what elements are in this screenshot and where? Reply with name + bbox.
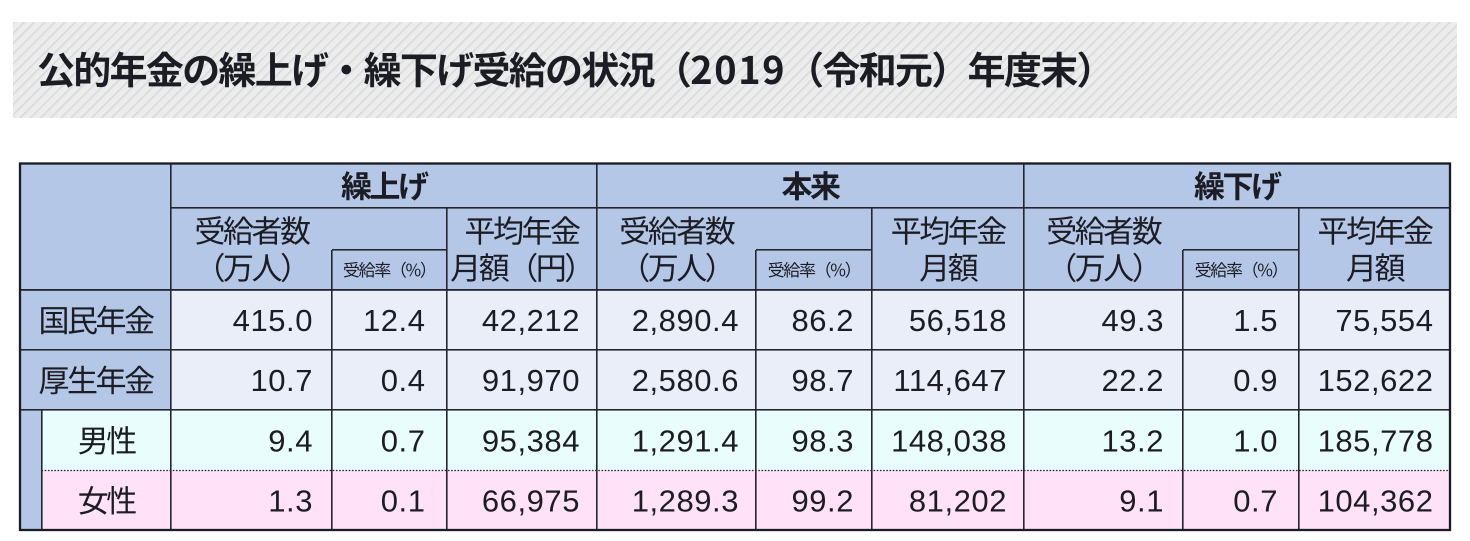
svg-text:13.2: 13.2 xyxy=(1101,423,1164,458)
svg-text:99.2: 99.2 xyxy=(791,483,854,518)
svg-text:1.0: 1.0 xyxy=(1233,423,1278,458)
svg-text:22.2: 22.2 xyxy=(1101,363,1164,398)
svg-text:66,975: 66,975 xyxy=(482,483,580,518)
svg-text:98.7: 98.7 xyxy=(791,363,854,398)
svg-text:152,622: 152,622 xyxy=(1318,363,1434,398)
svg-text:42,212: 42,212 xyxy=(482,303,580,338)
svg-text:185,778: 185,778 xyxy=(1318,423,1434,458)
svg-text:86.2: 86.2 xyxy=(791,303,854,338)
svg-text:10.7: 10.7 xyxy=(250,363,313,398)
svg-text:2,580.6: 2,580.6 xyxy=(632,363,739,398)
svg-text:1,291.4: 1,291.4 xyxy=(632,423,739,458)
svg-text:104,362: 104,362 xyxy=(1318,483,1434,518)
svg-text:148,038: 148,038 xyxy=(891,423,1007,458)
svg-text:98.3: 98.3 xyxy=(791,423,854,458)
svg-text:9.4: 9.4 xyxy=(268,423,313,458)
svg-text:49.3: 49.3 xyxy=(1101,303,1164,338)
svg-text:75,554: 75,554 xyxy=(1335,303,1433,338)
svg-text:1,289.3: 1,289.3 xyxy=(632,483,739,518)
svg-text:114,647: 114,647 xyxy=(893,363,1007,398)
svg-text:0.1: 0.1 xyxy=(381,483,426,518)
svg-text:1.5: 1.5 xyxy=(1233,303,1278,338)
svg-text:0.7: 0.7 xyxy=(1233,483,1278,518)
svg-text:12.4: 12.4 xyxy=(363,303,426,338)
svg-text:91,970: 91,970 xyxy=(482,363,580,398)
svg-text:56,518: 56,518 xyxy=(909,303,1007,338)
svg-text:0.4: 0.4 xyxy=(381,363,426,398)
svg-text:0.9: 0.9 xyxy=(1233,363,1278,398)
svg-text:2,890.4: 2,890.4 xyxy=(632,303,739,338)
svg-text:95,384: 95,384 xyxy=(482,423,580,458)
svg-text:415.0: 415.0 xyxy=(233,303,313,338)
svg-text:9.1: 9.1 xyxy=(1119,483,1164,518)
svg-text:1.3: 1.3 xyxy=(268,483,313,518)
svg-text:81,202: 81,202 xyxy=(909,483,1007,518)
svg-text:0.7: 0.7 xyxy=(381,423,426,458)
